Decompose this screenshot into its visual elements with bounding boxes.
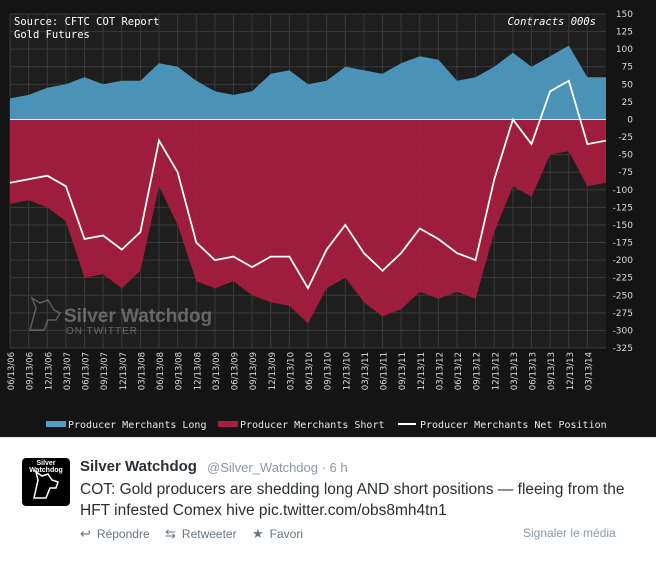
x-tick-label: 12/13/12	[491, 352, 501, 390]
x-tick-label: 12/13/09	[268, 352, 278, 390]
x-tick-label: 12/13/07	[119, 352, 129, 390]
y-tick-label: -25	[618, 133, 633, 143]
x-tick-label: 03/13/11	[361, 352, 371, 390]
watermark-subtitle: ON TWITTER	[66, 326, 138, 337]
x-tick-label: 03/13/08	[137, 352, 147, 390]
x-tick-label: 06/13/10	[305, 352, 315, 390]
y-tick-label: 125	[616, 28, 633, 38]
unit-label: Contracts 000s	[507, 16, 596, 28]
legend-label-2: Producer Merchants Net Position	[420, 420, 607, 431]
x-tick-label: 03/13/07	[63, 352, 73, 390]
x-tick-label: 06/13/07	[82, 352, 92, 390]
retweet-label: Retweeter	[182, 527, 237, 541]
y-tick-label: -275	[613, 309, 633, 319]
legend-swatch-0	[46, 421, 66, 427]
x-tick-label: 06/13/06	[7, 352, 17, 390]
y-tick-label: -300	[613, 326, 634, 336]
x-tick-label: 09/13/12	[473, 352, 483, 390]
x-tick-label: 12/13/10	[342, 352, 352, 390]
x-tick-label: 12/13/08	[193, 352, 203, 390]
y-tick-label: -325	[613, 344, 633, 354]
y-tick-label: 25	[622, 98, 633, 108]
y-tick-label: 75	[622, 63, 633, 73]
dog-icon	[22, 458, 70, 506]
reply-button[interactable]: ↩ Répondre	[80, 526, 150, 542]
x-tick-label: 03/13/12	[435, 352, 445, 390]
star-icon: ★	[252, 526, 264, 542]
y-tick-label: -125	[613, 203, 633, 213]
x-tick-label: 12/13/13	[566, 352, 576, 390]
legend-swatch-1	[218, 421, 238, 427]
y-tick-label: -150	[613, 221, 634, 231]
x-tick-label: 09/13/10	[324, 352, 334, 390]
x-tick-label: 12/13/11	[417, 352, 427, 390]
cot-chart: 150 125 100 75 50 25 0 -25 -50 -75 -100 -125 -150 -17…	[0, 0, 656, 437]
x-tick-label: 06/13/12	[454, 352, 464, 390]
tweet-text: COT: Gold producers are shedding long AN…	[80, 479, 640, 521]
tweet-card: Silver Watchdog Silver Watchdog @Silver_…	[0, 437, 656, 563]
y-tick-label: -225	[613, 274, 633, 284]
y-tick-label: 150	[616, 10, 633, 20]
x-tick-label: 03/13/14	[584, 352, 594, 390]
x-tick-label: 09/13/13	[547, 352, 557, 390]
x-tick-label: 12/13/06	[44, 352, 54, 390]
x-tick-label: 09/13/07	[100, 352, 110, 390]
x-tick-label: 03/13/09	[212, 352, 222, 390]
x-tick-label: 06/13/11	[380, 352, 390, 390]
y-tick-label: -200	[613, 256, 634, 266]
x-tick-label: 03/13/13	[510, 352, 520, 390]
y-tick-label: 50	[622, 80, 634, 90]
x-tick-label: 09/13/06	[26, 352, 36, 390]
chart-svg: 150 125 100 75 50 25 0 -25 -50 -75 -100 -125 -150 -17…	[0, 0, 656, 437]
legend: Producer Merchants Long Producer Merchant…	[46, 420, 607, 431]
x-tick-label: 03/13/10	[286, 352, 296, 390]
report-media-link[interactable]: Signaler le média	[523, 526, 616, 540]
favorite-label: Favori	[270, 527, 303, 541]
y-tick-label: -50	[618, 151, 633, 161]
y-tick-label: -175	[613, 239, 633, 249]
chart-subtitle: Gold Futures	[14, 29, 90, 41]
watermark-title: Silver Watchdog	[64, 306, 212, 327]
x-tick-label: 06/13/08	[156, 352, 166, 390]
author-handle[interactable]: @Silver_Watchdog · 6 h	[207, 460, 348, 475]
y-tick-label: -75	[618, 168, 633, 178]
legend-label-1: Producer Merchants Short	[240, 420, 385, 431]
retweet-button[interactable]: ⇆ Retweeter	[165, 526, 237, 542]
retweet-icon: ⇆	[165, 526, 176, 542]
y-tick-label: -100	[613, 186, 634, 196]
legend-label-0: Producer Merchants Long	[68, 420, 206, 431]
reply-label: Répondre	[97, 527, 150, 541]
author-name[interactable]: Silver Watchdog	[80, 458, 197, 475]
x-tick-label: 06/13/13	[529, 352, 539, 390]
favorite-button[interactable]: ★ Favori	[252, 526, 303, 542]
avatar[interactable]: Silver Watchdog	[22, 458, 70, 506]
x-tick-label: 09/13/09	[249, 352, 259, 390]
chart-title: Source: CFTC COT Report	[14, 16, 159, 28]
x-tick-label: 06/13/09	[231, 352, 241, 390]
x-tick-label: 09/13/11	[398, 352, 408, 390]
x-tick-label: 09/13/08	[175, 352, 185, 390]
reply-icon: ↩	[80, 526, 91, 542]
y-tick-label: -250	[613, 291, 634, 301]
y-tick-label: 0	[627, 115, 633, 125]
y-tick-label: 100	[616, 45, 633, 55]
